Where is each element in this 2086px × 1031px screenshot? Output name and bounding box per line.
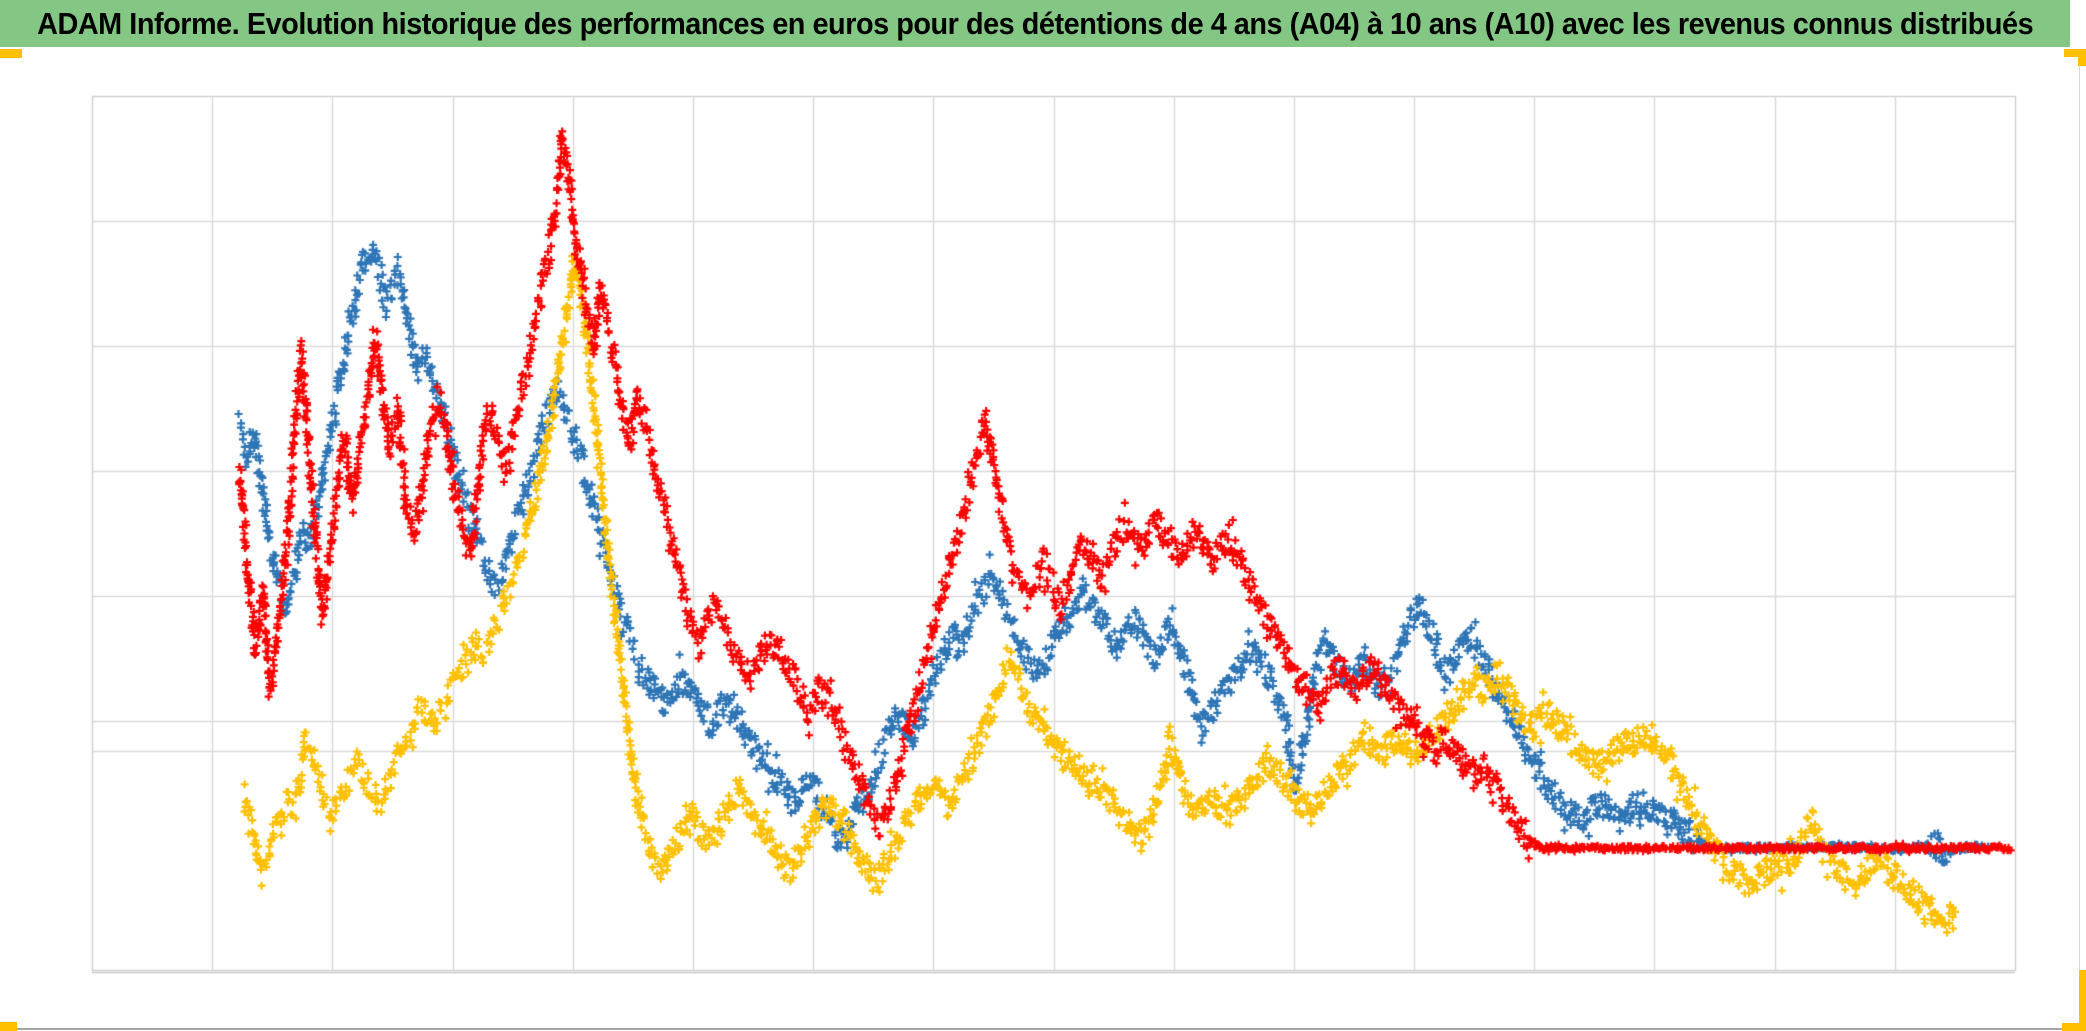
- sheet-right-border: [2079, 60, 2080, 1028]
- title-bar: ADAM Informe. Evolution historique des p…: [0, 0, 2070, 47]
- selection-handle-top-left[interactable]: [0, 49, 22, 58]
- selection-handle-top-right-edge[interactable]: [2078, 49, 2086, 66]
- selection-handle-bottom-right[interactable]: [2062, 1023, 2086, 1031]
- selection-handle-top-right[interactable]: [2064, 49, 2086, 57]
- selection-handle-bottom-left[interactable]: [0, 1022, 17, 1031]
- selection-handle-bottom-right-edge[interactable]: [2079, 970, 2086, 1023]
- sheet-bottom-divider: [0, 1028, 2086, 1030]
- page-title: ADAM Informe. Evolution historique des p…: [36, 5, 2034, 41]
